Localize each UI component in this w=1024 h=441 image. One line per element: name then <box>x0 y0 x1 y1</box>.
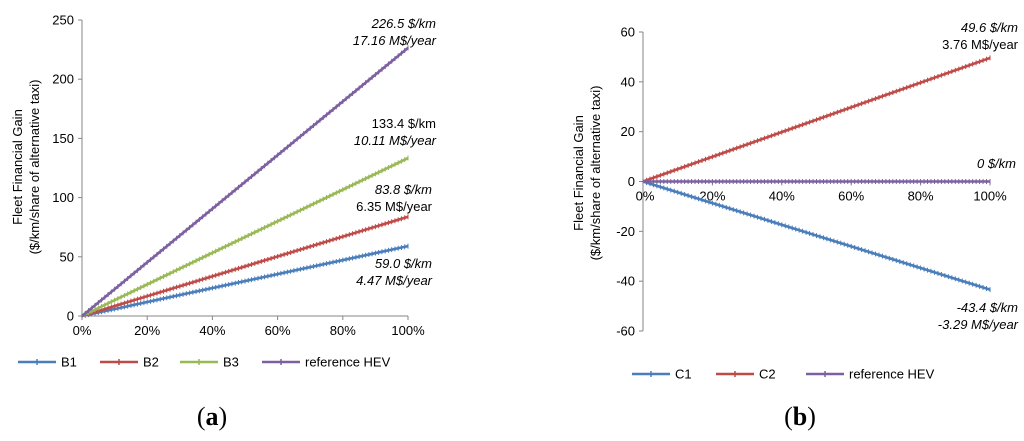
y-tick-label: 100 <box>52 190 74 205</box>
y-tick-label: 20 <box>621 124 635 139</box>
y-axis-title-line2: ($/km/share of alternative taxi) <box>588 86 603 261</box>
panel-label-letter: b <box>793 402 807 431</box>
y-axis-title: Fleet Financial Gain ($/km/share of alter… <box>10 80 42 255</box>
y-tick-label: 150 <box>52 131 74 146</box>
y-axis-title-line2: ($/km/share of alternative taxi) <box>27 80 42 255</box>
x-tick-label: 80% <box>330 323 356 338</box>
panel-label-letter: a <box>206 402 219 431</box>
series-annotation: 133.4 $/km <box>372 116 436 131</box>
panel-label: (a) <box>197 402 227 431</box>
y-tick-label: 0 <box>628 174 635 189</box>
series-annotation: 17.16 M$/year <box>353 33 437 48</box>
y-tick-label: 60 <box>621 25 635 40</box>
y-axis-title: Fleet Financial Gain ($/km/share of alter… <box>571 86 603 261</box>
x-tick-label: 0% <box>636 189 655 204</box>
series-annotation: -3.29 M$/year <box>938 317 1019 332</box>
chart-panel-a: 0 50 100 150 200 250 0% 20% 40% 60% 80% 100% Fleet F… <box>10 13 437 432</box>
y-tick-label: -60 <box>616 324 635 339</box>
legend-label: B2 <box>143 355 159 370</box>
legend-label: C2 <box>759 367 776 382</box>
panel-label-close: ) <box>219 402 228 431</box>
y-tick-label: 250 <box>52 13 74 28</box>
y-tick-label: 50 <box>60 249 74 264</box>
series-markers-reference-hev <box>81 45 409 319</box>
series-annotation: 3.76 M$/year <box>942 37 1019 52</box>
series-markers-b2 <box>81 214 409 319</box>
legend-label: C1 <box>675 367 692 382</box>
y-axis-title-line1: Fleet Financial Gain <box>10 109 25 225</box>
x-tick-label: 60% <box>838 189 864 204</box>
x-tick-label: 20% <box>134 323 160 338</box>
y-axis-title-line1: Fleet Financial Gain <box>571 115 586 231</box>
x-tick-label: 0% <box>73 323 92 338</box>
series-annotation: -43.4 $/km <box>957 300 1019 315</box>
series-annotation: 6.35 M$/year <box>356 199 433 214</box>
panel-label-close: ) <box>807 402 816 431</box>
legend-label: B1 <box>61 355 77 370</box>
legend-label: reference HEV <box>849 367 935 382</box>
chart-panel-b: -60 -40 -20 0 20 40 60 0% 20% 40% 60% 80% 100% Fleet … <box>571 20 1019 431</box>
series-annotation: 4.47 M$/year <box>356 273 433 288</box>
y-tick-label: -40 <box>616 274 635 289</box>
series-annotation: 83.8 $/km <box>375 182 432 197</box>
y-tick-label: 40 <box>621 74 635 89</box>
panel-label-open: ( <box>784 402 793 431</box>
legend-label: reference HEV <box>305 355 391 370</box>
series-annotation: 0 $/km <box>977 156 1016 171</box>
series-markers-c2 <box>642 55 991 184</box>
x-tick-label: 80% <box>908 189 934 204</box>
x-tick-label: 60% <box>265 323 291 338</box>
series-annotation: 226.5 $/km <box>371 16 436 31</box>
series-markers-b1 <box>81 243 409 319</box>
series-annotation: 10.11 M$/year <box>354 133 437 148</box>
x-tick-label: 100% <box>973 189 1007 204</box>
panel-label-open: ( <box>197 402 206 431</box>
x-tick-label: 100% <box>391 323 425 338</box>
series-annotation: 59.0 $/km <box>375 256 432 271</box>
x-tick-label: 40% <box>769 189 795 204</box>
legend-label: B3 <box>223 355 239 370</box>
y-tick-label: -20 <box>616 224 635 239</box>
y-tick-label: 0 <box>67 309 74 324</box>
series-annotation: 49.6 $/km <box>961 20 1018 35</box>
series-markers-c1 <box>642 179 991 293</box>
panel-label: (b) <box>784 402 816 431</box>
x-tick-label: 20% <box>699 189 725 204</box>
x-tick-label: 40% <box>199 323 225 338</box>
y-tick-label: 200 <box>52 72 74 87</box>
series-markers-reference-hev <box>642 179 991 184</box>
